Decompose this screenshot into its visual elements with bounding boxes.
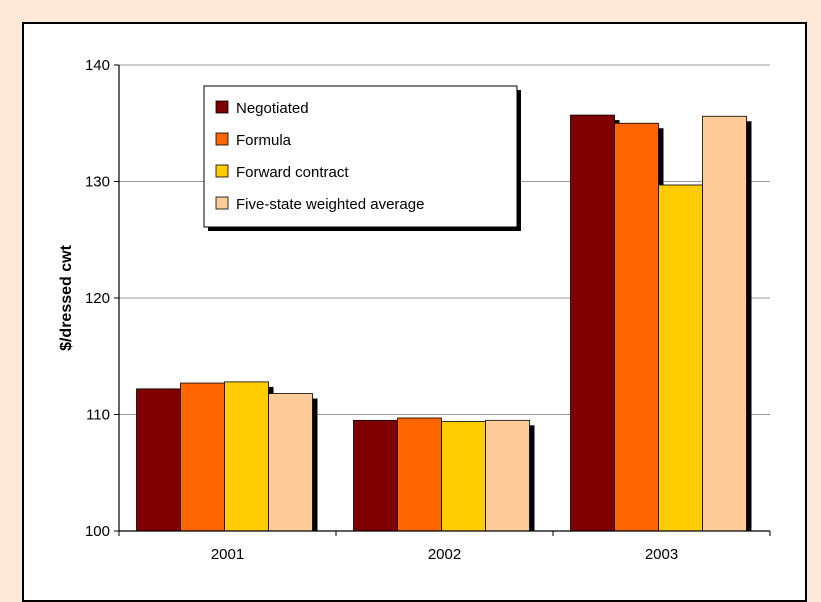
chart-frame: 100 110 120 130 140 2001 2002 2003 $/dressed c… (22, 22, 807, 602)
x-tick-label: 2002 (428, 546, 461, 563)
y-tick-label: 140 (85, 57, 110, 74)
legend-swatch (215, 196, 229, 210)
bar-negotiated-2003 (570, 114, 615, 532)
legend-swatch (215, 164, 229, 178)
legend-box (203, 85, 518, 228)
legend-label: Negotiated (236, 100, 309, 117)
bar-forward-contract-2003 (658, 184, 703, 532)
y-tick-labels: 100 110 120 130 140 (85, 57, 110, 540)
bar-chart: 100 110 120 130 140 2001 2002 2003 $/dressed c… (58, 57, 771, 563)
x-tick-labels: 2001 2002 2003 (211, 546, 678, 563)
y-tick-label: 120 (85, 290, 110, 307)
bar-five-state-weighted-average-2003 (702, 115, 747, 532)
x-tick-label: 2001 (211, 546, 244, 563)
bar-negotiated-2002 (353, 419, 398, 532)
legend-label: Formula (236, 132, 292, 149)
bar-five-state-weighted-average-2002 (485, 419, 530, 532)
bar-forward-contract-2001 (224, 381, 269, 532)
legend-label: Five-state weighted average (236, 196, 424, 213)
axes (114, 64, 771, 536)
bar-five-state-weighted-average-2001 (268, 393, 313, 532)
y-tick-label: 130 (85, 174, 110, 191)
bars (136, 114, 752, 532)
bar-formula-2002 (397, 417, 442, 532)
y-tick-label: 110 (86, 407, 110, 424)
legend-swatch (215, 100, 229, 114)
x-tick-label: 2003 (645, 546, 678, 563)
y-axis-title: $/dressed cwt (58, 244, 75, 351)
legend: Negotiated Formula Forward contract Five-st… (203, 85, 521, 231)
bar-formula-2001 (180, 382, 225, 532)
legend-label: Forward contract (236, 164, 349, 181)
bar-forward-contract-2002 (441, 421, 486, 532)
bar-formula-2003 (614, 122, 659, 532)
legend-swatch (215, 132, 229, 146)
y-tick-label: 100 (85, 523, 110, 540)
bar-negotiated-2001 (136, 388, 181, 532)
